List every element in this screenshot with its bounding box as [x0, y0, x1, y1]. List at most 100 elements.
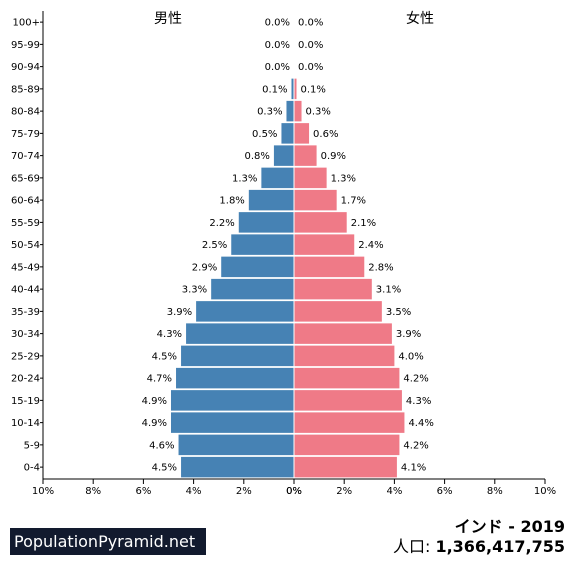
age-label: 55-59	[11, 218, 40, 229]
male-bar	[261, 167, 294, 189]
female-value-label: 4.2%	[403, 440, 428, 451]
female-bar	[294, 390, 402, 411]
female-value-label: 3.9%	[396, 329, 421, 340]
male-bar	[186, 323, 294, 344]
chart-title: インド - 2019	[454, 517, 565, 536]
female-value-label: 0.0%	[298, 18, 323, 29]
female-value-label: 0.9%	[321, 151, 346, 162]
age-label: 15-19	[11, 396, 40, 407]
male-bar	[221, 256, 294, 278]
male-bar	[211, 278, 294, 300]
age-label: 50-54	[11, 240, 40, 251]
male-value-label: 0.8%	[245, 151, 270, 162]
male-bar	[238, 212, 294, 233]
male-value-label: 1.8%	[219, 196, 244, 207]
age-label: 65-69	[11, 173, 40, 184]
female-bar	[294, 123, 310, 144]
female-value-label: 4.3%	[406, 396, 431, 407]
female-bar	[294, 434, 400, 456]
female-bar	[294, 412, 405, 433]
brand-logo[interactable]: PopulationPyramid.net	[10, 528, 206, 555]
age-label: 80-84	[11, 107, 40, 118]
female-value-label: 1.7%	[341, 196, 366, 207]
male-bar	[178, 434, 294, 456]
female-header: 女性	[406, 10, 434, 27]
age-label: 25-29	[11, 351, 40, 362]
male-value-label: 3.9%	[167, 307, 192, 318]
female-bar	[294, 100, 302, 122]
female-value-label: 3.5%	[386, 307, 411, 318]
male-value-label: 0.0%	[265, 62, 290, 73]
age-label: 60-64	[11, 196, 40, 207]
age-label: 100+	[13, 18, 40, 29]
male-value-label: 2.2%	[209, 218, 234, 229]
age-label: 70-74	[11, 151, 40, 162]
male-bar	[181, 345, 294, 367]
x-tick-label-right: 0%	[286, 486, 302, 497]
age-label: 95-99	[11, 40, 40, 51]
female-bar	[294, 78, 297, 100]
age-label: 40-44	[11, 285, 40, 296]
female-value-label: 4.0%	[398, 351, 423, 362]
female-value-label: 0.1%	[301, 84, 326, 95]
female-bar	[294, 278, 372, 300]
age-label: 90-94	[11, 62, 40, 73]
male-value-label: 0.0%	[265, 40, 290, 51]
female-value-label: 4.2%	[403, 374, 428, 385]
female-value-label: 0.3%	[306, 107, 331, 118]
age-label: 10-14	[11, 418, 40, 429]
x-tick-label-right: 10%	[534, 486, 556, 497]
age-label: 45-49	[11, 262, 40, 273]
male-bar	[281, 123, 294, 144]
male-value-label: 2.5%	[202, 240, 227, 251]
male-value-label: 4.9%	[142, 418, 167, 429]
female-bar	[294, 345, 395, 367]
age-label: 75-79	[11, 129, 40, 140]
population-pyramid-chart: 100+ 0.0% 0.0% 95-99 0.0% 0.0% 90-94 0.0% 0.0% 85…	[11, 10, 556, 497]
female-value-label: 0.0%	[298, 62, 323, 73]
female-bar	[294, 212, 347, 233]
male-value-label: 4.7%	[147, 374, 172, 385]
male-value-label: 4.5%	[152, 351, 177, 362]
female-bar	[294, 367, 400, 389]
age-label: 20-24	[11, 374, 40, 385]
female-value-label: 0.0%	[298, 40, 323, 51]
x-tick-label-left: 10%	[32, 486, 54, 497]
male-value-label: 4.5%	[152, 463, 177, 474]
male-value-label: 0.0%	[265, 18, 290, 29]
population-summary: 人口: 1,366,417,755	[393, 533, 565, 557]
male-bar	[171, 412, 294, 433]
female-bar	[294, 234, 355, 255]
x-tick-label-right: 6%	[437, 486, 453, 497]
male-bar	[196, 301, 294, 322]
male-bar	[286, 100, 294, 122]
male-bar	[171, 390, 294, 411]
female-value-label: 3.1%	[376, 285, 401, 296]
female-bar	[294, 256, 365, 278]
age-label: 5-9	[24, 440, 40, 451]
female-value-label: 4.4%	[408, 418, 433, 429]
x-tick-label-right: 2%	[336, 486, 352, 497]
x-tick-label-left: 2%	[236, 486, 252, 497]
female-value-label: 4.1%	[401, 463, 426, 474]
male-value-label: 0.5%	[252, 129, 277, 140]
female-bar	[294, 167, 327, 189]
age-label: 0-4	[24, 463, 40, 474]
male-value-label: 4.3%	[157, 329, 182, 340]
male-bar	[248, 189, 294, 211]
male-bar	[231, 234, 294, 255]
population-value: 1,366,417,755	[435, 537, 565, 556]
male-value-label: 1.3%	[232, 173, 257, 184]
x-tick-label-right: 8%	[487, 486, 503, 497]
male-bar	[176, 367, 294, 389]
female-value-label: 0.6%	[313, 129, 338, 140]
x-tick-label-left: 0%	[286, 486, 302, 497]
x-tick-label-left: 6%	[135, 486, 151, 497]
female-bar	[294, 301, 382, 322]
age-label: 35-39	[11, 307, 40, 318]
female-bar	[294, 456, 397, 478]
male-header: 男性	[154, 11, 182, 27]
x-tick-label-right: 4%	[386, 486, 402, 497]
x-tick-label-left: 8%	[85, 486, 101, 497]
male-value-label: 3.3%	[182, 285, 207, 296]
